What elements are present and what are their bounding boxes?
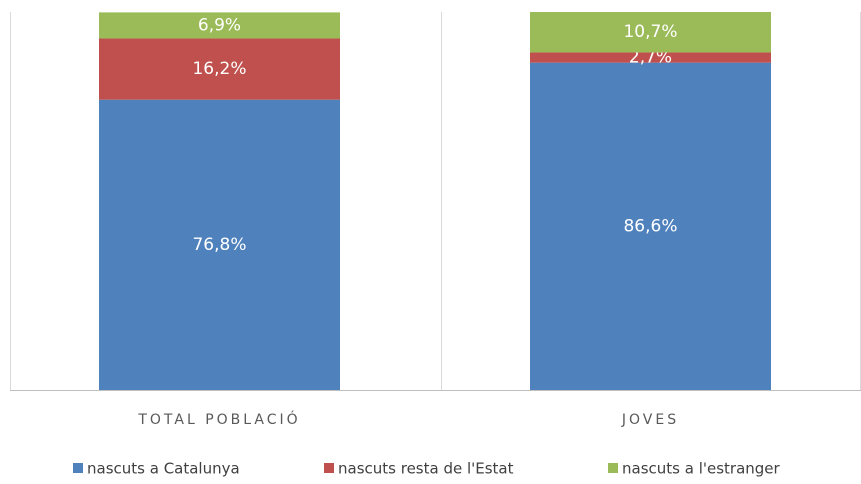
data-label: 86,6%: [623, 216, 677, 236]
bar-segment: [99, 99, 340, 391]
legend-swatch: [608, 463, 618, 473]
data-label: 2,7%: [629, 48, 672, 68]
x-tick-label: TOTAL POBLACIÓ: [137, 410, 300, 428]
legend-swatch: [73, 463, 83, 473]
legend-swatch: [324, 463, 334, 473]
legend-label: nascuts a Catalunya: [87, 460, 240, 478]
bar-segment: [530, 52, 771, 63]
bar-segment: [99, 12, 340, 39]
data-label: 10,7%: [623, 22, 677, 42]
bar-segment: [530, 62, 771, 390]
data-label: 76,8%: [192, 235, 246, 255]
bar-segment: [530, 12, 771, 53]
legend-label: nascuts a l'estranger: [622, 460, 781, 478]
data-label: 6,9%: [198, 15, 241, 35]
data-label: 16,2%: [192, 59, 246, 79]
legend-label: nascuts resta de l'Estat: [338, 460, 514, 478]
x-tick-label: JOVES: [621, 412, 679, 428]
bar-segment: [99, 38, 340, 100]
